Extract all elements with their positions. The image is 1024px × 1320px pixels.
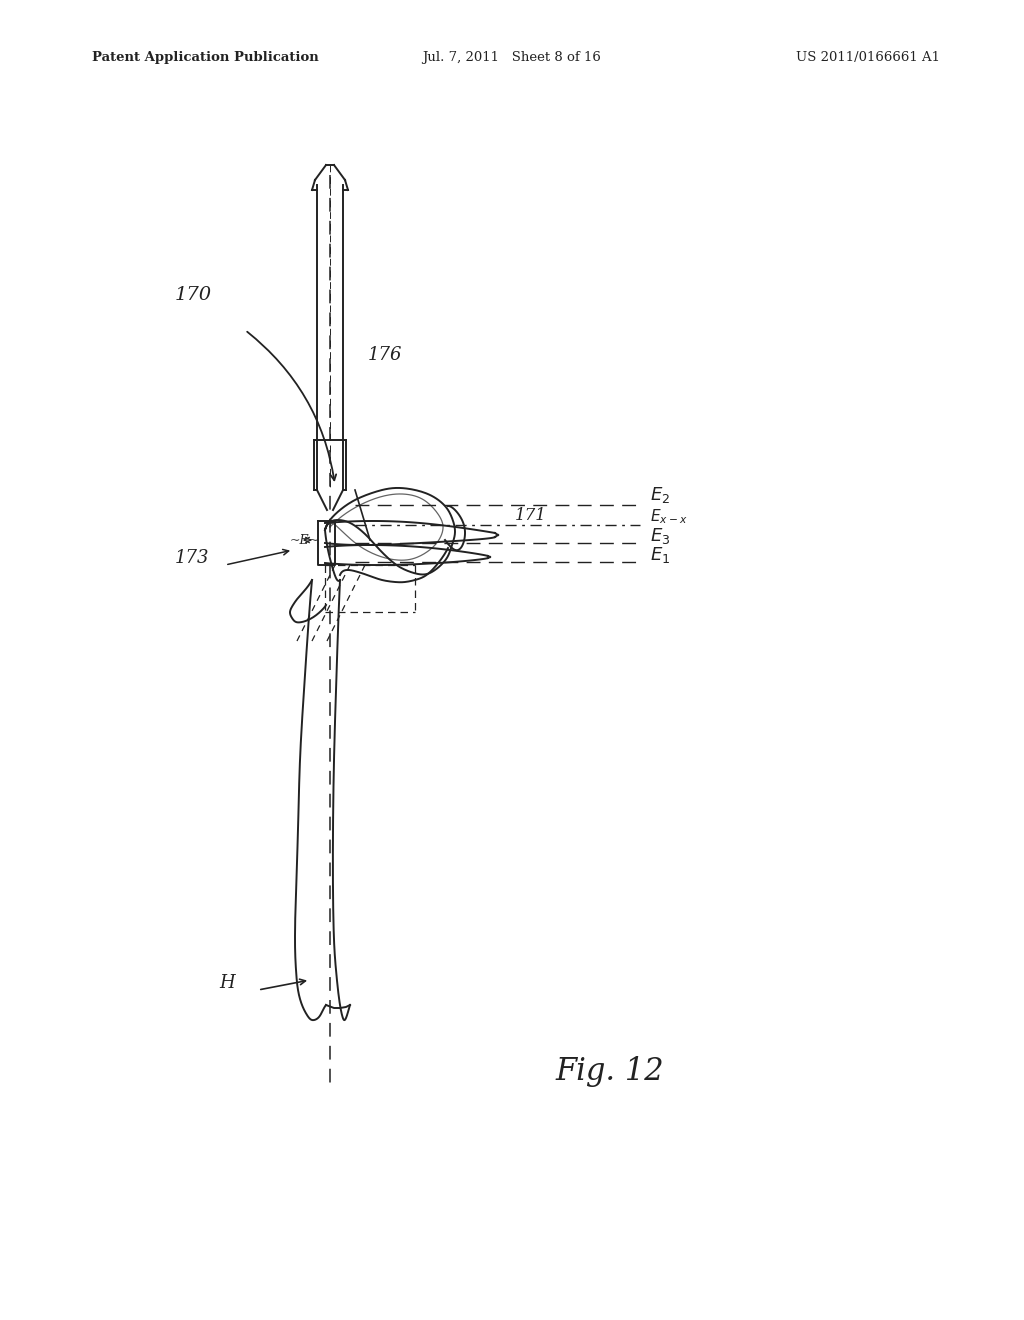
- Text: Fig. 12: Fig. 12: [555, 1056, 664, 1086]
- Text: H: H: [219, 974, 234, 993]
- Text: 173: 173: [175, 549, 210, 568]
- Text: $E_{x-x}$: $E_{x-x}$: [650, 507, 687, 525]
- Text: $E_2$: $E_2$: [650, 484, 670, 506]
- Text: Jul. 7, 2011   Sheet 8 of 16: Jul. 7, 2011 Sheet 8 of 16: [423, 51, 601, 65]
- Text: Patent Application Publication: Patent Application Publication: [92, 51, 318, 65]
- Text: 176: 176: [368, 346, 402, 364]
- Text: US 2011/0166661 A1: US 2011/0166661 A1: [796, 51, 940, 65]
- Text: ~E~: ~E~: [290, 533, 321, 546]
- Text: $E_3$: $E_3$: [650, 525, 671, 546]
- Text: 171: 171: [515, 507, 547, 524]
- Text: $E_1$: $E_1$: [650, 545, 671, 565]
- Text: 170: 170: [175, 286, 212, 304]
